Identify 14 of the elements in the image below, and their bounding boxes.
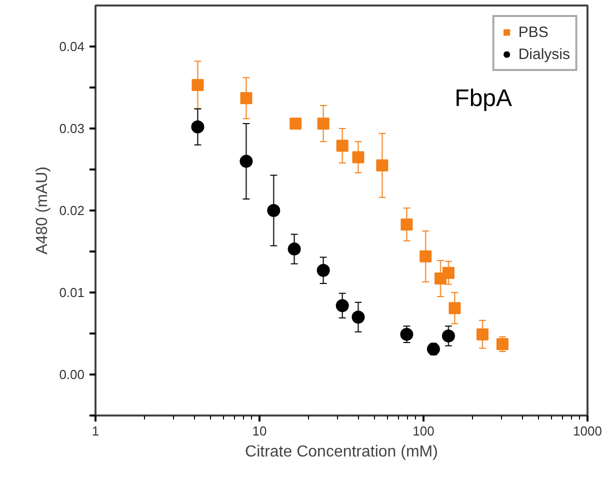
y-tick-label: 0.03 [59, 121, 85, 136]
y-tick-label: 0.01 [59, 285, 85, 300]
x-tick-label: 1000 [573, 424, 602, 438]
annotation: FbpA [454, 85, 512, 112]
x-tick-label: 100 [412, 424, 434, 438]
y-axis-title: A480 (mAU) [34, 166, 52, 255]
y-tick-label: 0.02 [59, 203, 85, 218]
x-axis-title: Citrate Concentration (mM) [245, 444, 438, 460]
x-tick-label: 1 [92, 424, 100, 438]
text: 0.00 [59, 367, 85, 382]
y-tick-label: 0.04 [59, 39, 85, 54]
legend-label: Dialysis [518, 46, 570, 62]
x-tick-label: 10 [252, 424, 267, 438]
legend-label: PBS [518, 24, 548, 40]
